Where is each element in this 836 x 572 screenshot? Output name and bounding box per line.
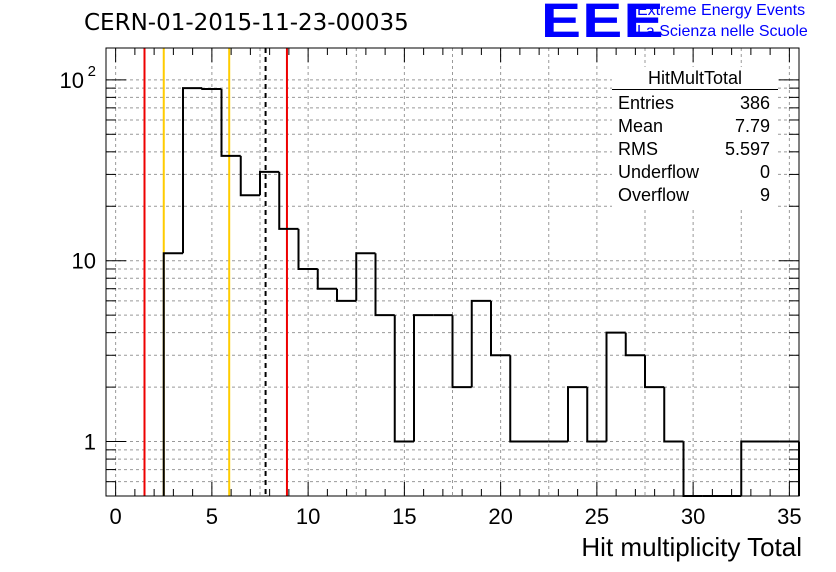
stats-value: 7.79 <box>734 116 770 136</box>
histogram-bin <box>355 252 376 301</box>
stats-title: HitMultTotal <box>612 67 778 90</box>
histogram-bin <box>393 315 414 443</box>
stats-label: Mean <box>618 116 664 136</box>
histogram-bin <box>297 228 318 270</box>
logo-line-2: La Scienza nelle Scuole <box>637 23 808 40</box>
histogram-bin <box>586 387 607 443</box>
x-tick-label: 20 <box>488 504 512 529</box>
histogram-bin <box>162 252 183 496</box>
y-tick-label: 10 <box>72 249 96 274</box>
histogram-bin <box>567 386 588 442</box>
stats-row-rms: RMS 5.597 <box>612 138 778 161</box>
histogram-bin <box>509 355 530 443</box>
histogram-bin <box>239 155 260 197</box>
marker-layer <box>143 48 288 496</box>
stats-label: Entries <box>618 93 675 113</box>
run-title: CERN-01-2015-11-23-00035 <box>84 10 409 36</box>
x-axis-title: Hit multiplicity Total <box>581 532 802 562</box>
logo-line-1: Extreme Energy Events <box>637 2 806 19</box>
stats-label: Underflow <box>618 162 700 182</box>
histogram-bin <box>605 331 626 442</box>
histogram-bin <box>624 332 645 357</box>
tick-layer <box>106 48 799 497</box>
x-tick-label: 15 <box>392 504 416 529</box>
histogram-bin <box>374 253 395 317</box>
eee-logo: EEE <box>541 0 665 48</box>
histogram-bin <box>740 440 761 496</box>
plot-frame <box>105 47 800 497</box>
histogram-bin <box>644 355 665 389</box>
y-tick-label: 10 <box>60 68 84 93</box>
stats-label: RMS <box>618 139 658 159</box>
stats-row-entries: Entries 386 <box>612 92 778 115</box>
histogram-bin <box>201 88 222 91</box>
y-tick-label: 1 <box>84 430 96 455</box>
stats-box: HitMultTotal Entries 386 Mean 7.79 RMS 5… <box>612 67 778 207</box>
histogram-bin <box>182 87 203 254</box>
stats-row-mean: Mean 7.79 <box>612 115 778 138</box>
stats-row-underflow: Underflow 0 <box>612 161 778 184</box>
histogram-bin <box>336 288 357 302</box>
histogram-bin <box>490 300 511 357</box>
stats-value: 5.597 <box>724 139 770 159</box>
histogram-layer <box>162 87 800 497</box>
histogram-bin <box>451 315 472 389</box>
x-tick-label: 25 <box>585 504 609 529</box>
histogram-bin <box>316 268 337 290</box>
stats-value: 0 <box>759 162 770 182</box>
x-tick-label: 0 <box>110 504 122 529</box>
x-tick-label: 30 <box>681 504 705 529</box>
frame-layer <box>105 47 800 497</box>
x-tick-label: 35 <box>777 504 801 529</box>
y-tick-exponent: 2 <box>88 63 96 80</box>
histogram-bin <box>470 299 491 388</box>
stats-value: 386 <box>739 93 770 113</box>
histogram-bin <box>278 171 299 230</box>
stats-value: 9 <box>759 185 770 205</box>
histogram-bin <box>413 314 434 442</box>
stats-label: Overflow <box>618 185 690 205</box>
histogram-bin <box>259 170 280 196</box>
histogram-bin <box>663 387 684 443</box>
x-tick-label: 5 <box>206 504 218 529</box>
stats-row-overflow: Overflow 9 <box>612 184 778 207</box>
x-tick-label: 10 <box>296 504 320 529</box>
histogram-bin <box>220 89 241 157</box>
